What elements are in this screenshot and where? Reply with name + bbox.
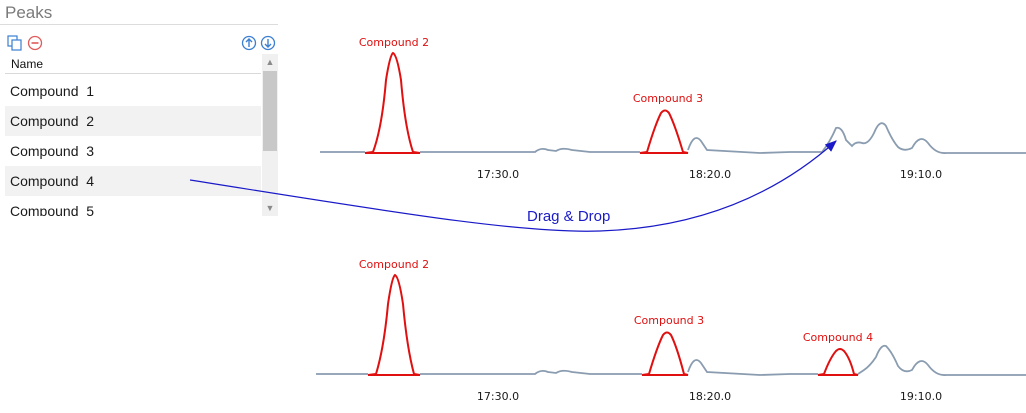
scroll-down-arrow[interactable]: ▼ <box>265 203 275 213</box>
bottom-label-compound-4: Compound 4 <box>803 331 873 344</box>
top-label-compound-2: Compound 2 <box>359 36 429 49</box>
list-item[interactable]: Compound 2 <box>5 106 261 136</box>
bottom-baseline-trace <box>316 344 1026 376</box>
move-down-icon[interactable] <box>260 35 276 51</box>
list-item[interactable]: Compound 5 <box>10 203 95 216</box>
bottom-peak-compound-3 <box>641 331 689 376</box>
move-up-icon[interactable] <box>241 35 257 51</box>
title-divider <box>0 24 278 25</box>
top-peak-compound-3 <box>639 109 689 154</box>
top-label-compound-3: Compound 3 <box>633 92 703 105</box>
copy-icon[interactable] <box>7 35 23 51</box>
scroll-thumb[interactable] <box>263 71 277 151</box>
bottom-peak-compound-2 <box>367 273 421 376</box>
top-baseline-trace <box>320 122 1026 154</box>
bottom-label-compound-2: Compound 2 <box>359 258 429 271</box>
bottom-tick-label: 18:20.0 <box>689 390 731 403</box>
bottom-tick-label: 17:30.0 <box>477 390 519 403</box>
bottom-label-compound-3: Compound 3 <box>634 314 704 327</box>
list-item[interactable]: Compound 3 <box>10 143 95 159</box>
list-body: Compound 1 Compound 2 Compound 3 Compoun… <box>5 76 261 216</box>
peaks-panel: Peaks Name Compound 1 Compound 2 Compoun… <box>0 0 280 220</box>
peaks-list: Name Compound 1 Compound 2 Compound 3 Co… <box>5 54 278 216</box>
panel-title: Peaks <box>5 3 53 22</box>
remove-icon[interactable] <box>27 35 43 51</box>
top-tick-label: 17:30.0 <box>477 168 519 181</box>
vertical-scrollbar[interactable]: ▲ ▼ <box>262 54 278 216</box>
drag-arrow <box>189 140 837 232</box>
list-item[interactable]: Compound 4 <box>5 166 261 196</box>
bottom-peak-compound-4 <box>817 348 859 376</box>
list-item[interactable]: Compound 1 <box>10 83 95 99</box>
column-header-name[interactable]: Name <box>5 54 261 74</box>
bottom-tick-label: 19:10.0 <box>900 390 942 403</box>
scroll-up-arrow[interactable]: ▲ <box>265 57 275 67</box>
drag-drop-label: Drag & Drop <box>527 208 610 225</box>
top-peak-compound-2 <box>364 51 421 154</box>
top-tick-label: 19:10.0 <box>900 168 942 181</box>
top-tick-label: 18:20.0 <box>689 168 731 181</box>
